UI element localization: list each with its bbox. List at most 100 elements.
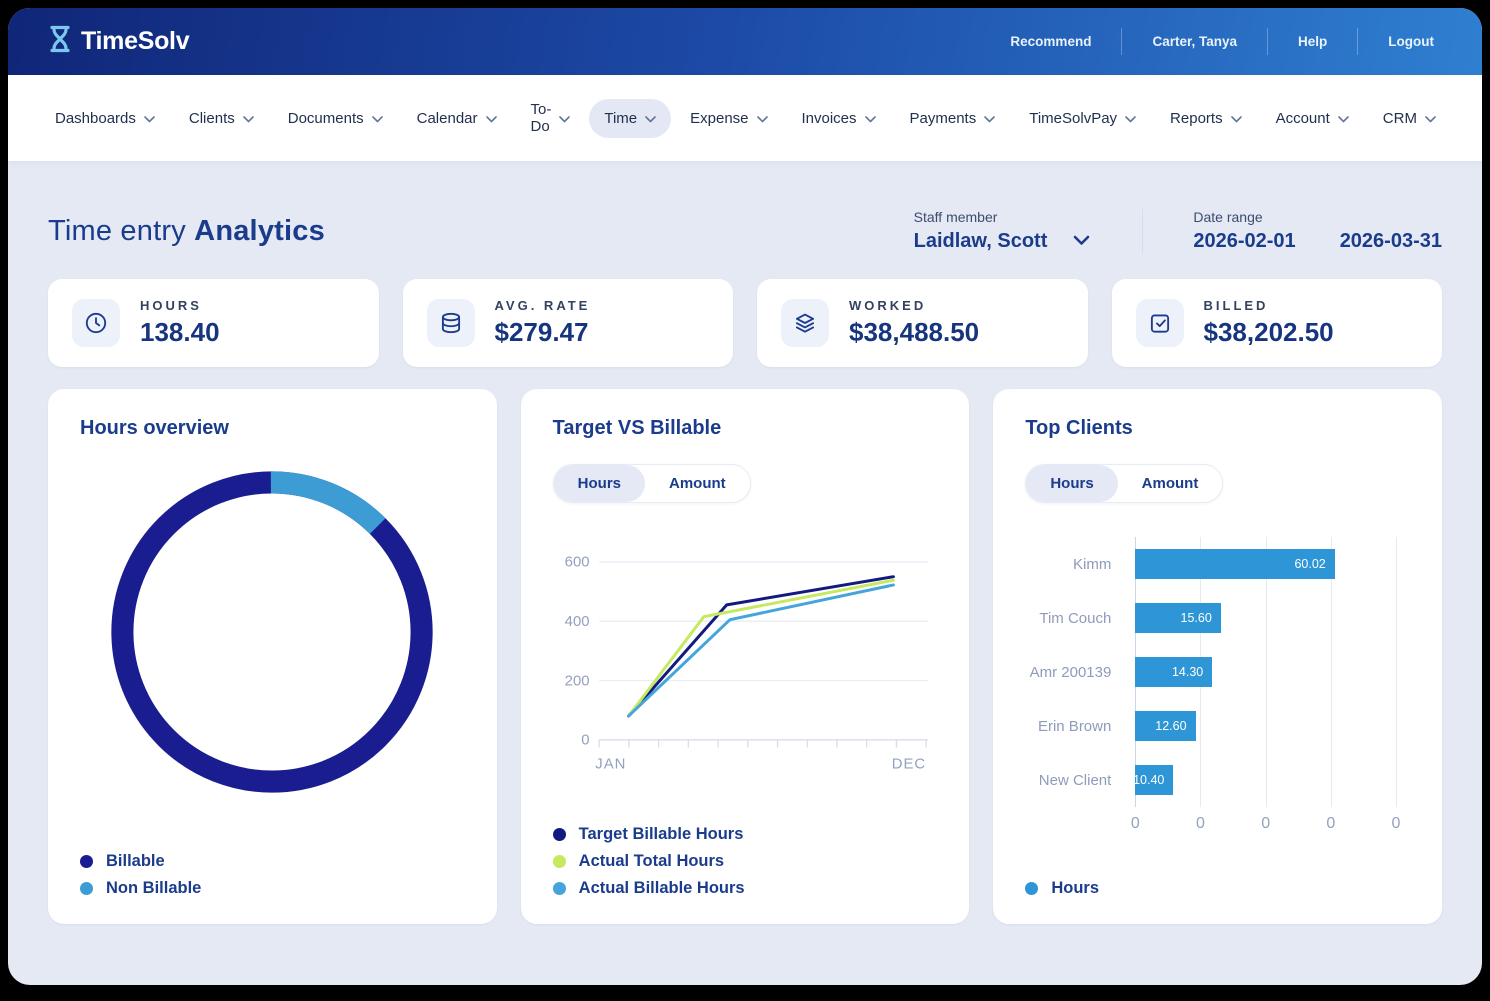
bar[interactable]: 10.40 — [1133, 765, 1174, 795]
nav-item-account[interactable]: Account — [1261, 99, 1364, 138]
chevron-down-icon — [984, 110, 996, 127]
legend-label: Target Billable Hours — [578, 825, 744, 843]
chevron-down-icon — [242, 110, 254, 127]
nav-item-reports[interactable]: Reports — [1155, 99, 1257, 138]
bar-value-label: 12.60 — [1155, 719, 1187, 733]
nav-item-label: Expense — [690, 109, 749, 127]
chevron-down-icon — [645, 110, 656, 127]
top-clients-legend: Hours — [1025, 871, 1099, 898]
chevron-down-icon — [1337, 110, 1349, 127]
target-vs-billable-line-chart: 600 400 200 0 JAN DEC — [564, 555, 928, 773]
clock-icon — [72, 299, 120, 347]
bar-row-amr-200139: Amr 200139 14.30 — [1025, 645, 1410, 699]
chevron-down-icon — [864, 110, 876, 127]
bar-value-label: 15.60 — [1180, 611, 1212, 625]
top-link-recommend[interactable]: Recommend — [1010, 34, 1092, 49]
kpi-card-hours: HOURS 138.40 — [48, 279, 379, 367]
nav-item-clients[interactable]: Clients — [174, 99, 269, 138]
bar-category-label: Kimm — [1073, 555, 1112, 573]
bar[interactable]: 60.02 — [1135, 549, 1335, 579]
bar-row-tim-couch: Tim Couch 15.60 — [1025, 591, 1410, 645]
kpi-row: HOURS 138.40 AVG. RATE $279.47 WORKED $38,488… — [48, 279, 1442, 367]
kpi-text: WORKED $38,488.50 — [849, 298, 979, 348]
gridline — [1265, 537, 1267, 807]
nav-item-to-do[interactable]: To-Do — [516, 90, 586, 146]
nav-item-label: Dashboards — [55, 109, 136, 127]
svg-text:DEC: DEC — [891, 757, 925, 773]
nav-item-dashboards[interactable]: Dashboards — [40, 99, 170, 138]
top-clients-tab-amount[interactable]: Amount — [1141, 475, 1199, 492]
page-title: Time entry Analytics — [48, 215, 325, 248]
bar-track: 14.30 — [1135, 657, 1396, 687]
legend-dot-icon — [80, 855, 93, 868]
brand-logo[interactable]: TimeSolv — [48, 25, 190, 58]
kpi-text: HOURS 138.40 — [140, 298, 220, 348]
page-content: Time entry Analytics Staff member Laidla… — [8, 209, 1482, 924]
nav-item-label: Invoices — [801, 109, 857, 127]
top-clients-toggle: Hours Amount — [1025, 464, 1224, 503]
bar-row-new-client: New Client 10.40 — [1025, 753, 1410, 807]
target-vs-billable-tab-hours[interactable]: Hours — [553, 465, 645, 502]
bar-track: 10.40 — [1133, 765, 1396, 795]
nav-item-label: Calendar — [416, 109, 478, 127]
top-links: Recommend Carter, Tanya Help Logout — [980, 28, 1440, 55]
legend-item-actual-total-hours: Actual Total Hours — [552, 852, 745, 871]
kpi-value: $279.47 — [494, 317, 589, 347]
top-clients-title: Top Clients — [1025, 417, 1133, 439]
svg-text:0: 0 — [581, 733, 589, 749]
page-header-row: Time entry Analytics Staff member Laidla… — [48, 209, 1442, 253]
nav-item-label: Time — [604, 109, 638, 127]
target-vs-billable-tab-amount[interactable]: Amount — [669, 475, 726, 492]
nav-item-label: CRM — [1382, 109, 1417, 127]
date-range-label: Date range — [1193, 209, 1263, 225]
bar[interactable]: 14.30 — [1135, 657, 1213, 687]
nav-item-invoices[interactable]: Invoices — [787, 99, 891, 138]
hours-overview-card: Hours overview Billable Non Billable — [48, 389, 497, 924]
bar-value-label: 14.30 — [1171, 665, 1204, 679]
top-link-carter-tanya[interactable]: Carter, Tanya — [1121, 28, 1267, 55]
nav-item-label: TimeSolvPay — [1029, 109, 1118, 127]
staff-member-filter[interactable]: Staff member Laidlaw, Scott — [914, 209, 1143, 253]
chevron-down-icon — [485, 110, 497, 127]
legend-item-billable: Billable — [80, 852, 201, 871]
nav-item-documents[interactable]: Documents — [273, 99, 398, 138]
nav-item-label: Documents — [287, 109, 364, 127]
kpi-card-avg-rate: AVG. RATE $279.47 — [402, 279, 733, 367]
bar-value-label: 60.02 — [1294, 557, 1326, 571]
bar-track: 12.60 — [1135, 711, 1396, 741]
date-range-start[interactable]: 2026-02-01 — [1193, 230, 1296, 252]
filters: Staff member Laidlaw, Scott Date range 2… — [914, 209, 1442, 253]
top-link-logout[interactable]: Logout — [1357, 28, 1440, 55]
x-tick-label: 0 — [1326, 815, 1336, 832]
hourglass-icon — [48, 25, 72, 58]
nav-item-crm[interactable]: CRM — [1368, 99, 1451, 138]
chevron-down-icon — [756, 110, 768, 127]
kpi-card-billed: BILLED $38,202.50 — [1111, 279, 1442, 367]
top-link-help[interactable]: Help — [1267, 28, 1357, 55]
charts-row: Hours overview Billable Non Billable Targ… — [48, 389, 1442, 924]
bar-track: 15.60 — [1135, 603, 1396, 633]
legend-item-non-billable: Non Billable — [80, 879, 201, 898]
kpi-value: $38,202.50 — [1203, 317, 1334, 347]
nav-item-time[interactable]: Time — [589, 98, 672, 138]
hours-overview-title: Hours overview — [80, 417, 229, 439]
bar-category-label: Tim Couch — [1039, 609, 1112, 627]
nav-item-calendar[interactable]: Calendar — [402, 99, 512, 138]
legend-item-actual-billable-hours: Actual Billable Hours — [552, 879, 745, 898]
date-range-end[interactable]: 2026-03-31 — [1339, 230, 1442, 252]
hours-overview-legend: Billable Non Billable — [80, 844, 201, 898]
nav-item-payments[interactable]: Payments — [895, 99, 1011, 138]
nav-item-timesolvpay[interactable]: TimeSolvPay — [1014, 99, 1151, 138]
app-window: TimeSolv Recommend Carter, Tanya Help Logou… — [8, 8, 1482, 985]
x-tick-label: 0 — [1261, 815, 1271, 832]
page-title-regular: Time entry — [48, 214, 186, 247]
chevron-down-icon — [1073, 233, 1090, 251]
top-clients-tab-hours[interactable]: Hours — [1026, 465, 1118, 502]
bar[interactable]: 12.60 — [1135, 711, 1196, 741]
bar[interactable]: 15.60 — [1135, 603, 1221, 633]
legend-dot-icon — [552, 828, 566, 841]
bar-row-erin-brown: Erin Brown 12.60 — [1025, 699, 1410, 753]
nav-item-expense[interactable]: Expense — [675, 99, 782, 138]
date-range-filter: Date range 2026-02-01 2026-03-31 — [1142, 209, 1442, 253]
legend-dot-icon — [80, 882, 93, 895]
